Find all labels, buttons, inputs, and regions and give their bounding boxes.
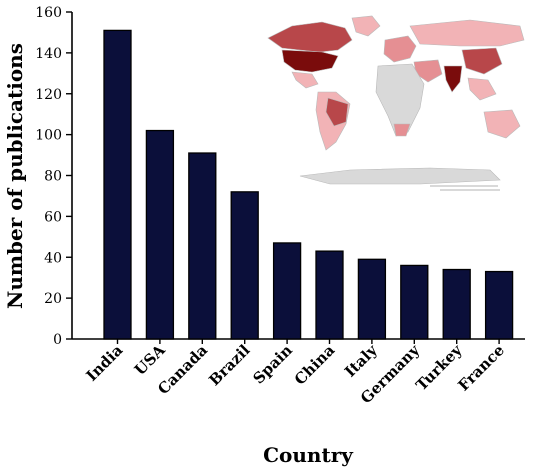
map-canada [267, 21, 353, 53]
map-australia [483, 109, 521, 139]
map-mexico [291, 71, 319, 89]
x-tick-label-china: China [291, 341, 339, 389]
bar-germany [400, 264, 429, 340]
map-southeast-asia [467, 77, 497, 101]
x-tick-label-france: France [454, 341, 507, 394]
bar-spain [272, 242, 302, 340]
x-tick-label-india: India [83, 341, 127, 385]
y-tick-label: 60 [44, 209, 62, 225]
map-europe [383, 35, 417, 63]
y-axis-title: Number of publications [3, 43, 27, 309]
x-tick-label-spain: Spain [250, 341, 296, 387]
map-antarctica [299, 167, 501, 185]
y-tick-label: 0 [53, 332, 62, 348]
map-attribution [430, 185, 500, 191]
y-ticks: 0 20 40 60 80 100 120 140 160 [35, 5, 72, 348]
y-tick-label: 160 [35, 5, 62, 21]
y-tick-label: 140 [35, 46, 62, 62]
bar-turkey [442, 268, 471, 340]
bar-china [315, 250, 344, 340]
x-tick-label-brazil: Brazil [205, 341, 253, 389]
bar-brazil [230, 191, 259, 340]
bar-usa [145, 129, 175, 340]
bar-canada [188, 152, 217, 340]
world-map-inset [267, 15, 525, 191]
y-tick-label: 120 [35, 87, 62, 103]
map-usa [281, 49, 339, 73]
bars [103, 29, 514, 340]
x-tick-label-usa: USA [131, 341, 169, 379]
bar-italy [357, 258, 387, 340]
bar-france [484, 270, 514, 340]
bar-india [103, 29, 132, 340]
map-brazil [325, 97, 349, 127]
map-greenland [351, 15, 381, 37]
y-tick-label: 100 [35, 128, 62, 144]
x-axis-title: Country [263, 443, 354, 467]
map-south-africa [393, 123, 411, 137]
map-china [461, 47, 503, 75]
map-russia [409, 19, 525, 47]
y-tick-label: 40 [44, 250, 62, 266]
map-africa [375, 63, 425, 137]
map-india [443, 65, 463, 93]
y-tick-label: 20 [44, 291, 62, 307]
y-tick-label: 80 [44, 169, 62, 185]
